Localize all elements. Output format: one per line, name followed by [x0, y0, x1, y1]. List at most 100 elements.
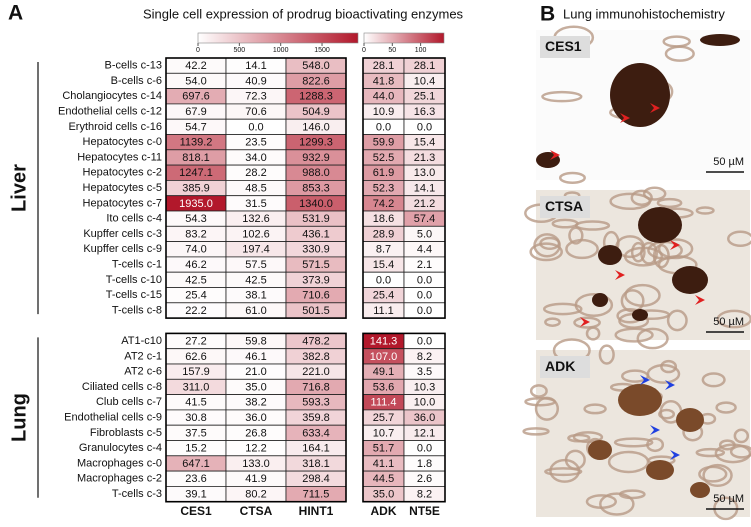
- row-label: AT2 c-6: [124, 366, 162, 378]
- cell-value: 10.0: [414, 397, 435, 409]
- arrowhead: [650, 103, 660, 113]
- cell-value: 10.7: [373, 427, 394, 439]
- chart-title: Single cell expression of prodrug bioact…: [143, 6, 464, 21]
- cell-value: 10.3: [414, 381, 435, 393]
- row-label: Club cells c-7: [96, 396, 162, 408]
- column-label: NT5E: [409, 504, 440, 518]
- cell-value: 436.1: [302, 228, 330, 240]
- cell-value: 11.1: [373, 305, 394, 317]
- row-label: Ciliated cells c-8: [82, 381, 162, 393]
- cell-value: 28.1: [414, 60, 435, 72]
- row-label: B-cells c-6: [111, 75, 162, 87]
- cell-value: 21.3: [414, 152, 435, 164]
- scale-label: 50 µM: [713, 156, 744, 168]
- cell-value: 633.4: [302, 427, 330, 439]
- stained-cells: [592, 293, 608, 307]
- cell-value: 8.2: [417, 351, 432, 363]
- image-label-box: [540, 356, 590, 378]
- cell-value: 3.5: [417, 366, 432, 378]
- tissue: [715, 401, 737, 414]
- row-label: T-cells c-15: [106, 289, 162, 301]
- cell-value: 26.8: [245, 427, 266, 439]
- cell-value: 0.0: [417, 274, 432, 286]
- cell-value: 197.4: [242, 244, 270, 256]
- table-border: [165, 332, 347, 503]
- tissue: [657, 238, 694, 260]
- cell-value: 59.8: [245, 335, 266, 347]
- row-label: Kupffer cells c-9: [83, 243, 162, 255]
- group-label: Liver: [8, 164, 30, 212]
- row-label: Hepatocytes c-0: [83, 136, 162, 148]
- tissue: [646, 364, 681, 384]
- cell-value: 1.8: [417, 458, 432, 470]
- stained-cells: [632, 309, 648, 321]
- colorbar-tick-label: 100: [415, 47, 427, 54]
- cell-value: 40.9: [245, 75, 266, 87]
- tissue: [573, 316, 601, 329]
- cell-value: 0.0: [376, 274, 391, 286]
- colorbar-tick-label: 1500: [314, 47, 330, 54]
- cell-value: 21.0: [245, 366, 266, 378]
- tissue: [572, 431, 604, 444]
- cell-value: 42.5: [185, 274, 206, 286]
- cell-value: 16.3: [414, 106, 435, 118]
- tissue: [542, 302, 583, 316]
- cell-value: 102.6: [242, 228, 270, 240]
- cell-value: 15.4: [414, 137, 435, 149]
- cell-value: 711.5: [303, 488, 330, 500]
- cell-value: 46.1: [245, 351, 266, 363]
- row-label: Fibroblasts c-5: [90, 427, 162, 439]
- cell-value: 54.3: [185, 213, 206, 225]
- tissue: [630, 189, 653, 206]
- tissue: [666, 309, 688, 332]
- cell-value: 44.5: [373, 473, 394, 485]
- cell-value: 57.4: [414, 213, 435, 225]
- cell-value: 385.9: [182, 182, 210, 194]
- cell-value: 157.9: [182, 366, 210, 378]
- cell-value: 31.5: [245, 198, 266, 210]
- row-label: Macrophages c-0: [77, 457, 162, 469]
- tissue: [658, 408, 676, 420]
- cell-value: 49.1: [373, 366, 394, 378]
- scale-label: 50 µM: [713, 493, 744, 505]
- cell-value: 0.0: [417, 121, 432, 133]
- stained-cells: [672, 266, 708, 294]
- cell-value: 12.2: [245, 443, 266, 455]
- stained-cells: [610, 63, 670, 127]
- stained-cells: [588, 440, 612, 460]
- row-label: Hepatocytes c-5: [83, 182, 162, 194]
- cell-value: 5.0: [417, 228, 432, 240]
- arrowhead: [640, 375, 650, 385]
- arrowhead: [670, 450, 680, 460]
- tissue: [618, 489, 646, 500]
- stained-cells: [638, 207, 682, 243]
- row-label: T-cells c-10: [106, 274, 162, 286]
- tissue: [544, 317, 561, 327]
- row-label: Erythroid cells c-16: [68, 121, 162, 133]
- cell-value: 382.8: [302, 351, 330, 363]
- cell-value: 818.1: [182, 152, 210, 164]
- tissue: [640, 241, 658, 265]
- row-label: Granulocytes c-4: [79, 442, 162, 454]
- cell-value: 311.0: [183, 381, 210, 393]
- colorbar-tick-label: 0: [196, 47, 200, 54]
- tissue: [624, 283, 661, 307]
- cell-value: 39.1: [185, 488, 206, 500]
- cell-value: 44.0: [373, 91, 394, 103]
- cell-value: 70.6: [245, 106, 266, 118]
- cell-value: 42.5: [245, 274, 266, 286]
- cell-value: 359.8: [302, 412, 330, 424]
- tissue: [533, 233, 561, 258]
- row-label: T-cells c-1: [112, 258, 162, 270]
- colorbar-tick-label: 50: [388, 47, 396, 54]
- tissue: [733, 428, 750, 444]
- cell-value: 853.3: [302, 182, 330, 194]
- tissue: [642, 186, 667, 201]
- cell-value: 46.2: [185, 259, 206, 271]
- tissue: [529, 242, 563, 262]
- tissue: [630, 241, 646, 263]
- arrowhead: [580, 317, 590, 327]
- cell-value: 74.2: [373, 198, 394, 210]
- cell-value: 18.6: [373, 213, 394, 225]
- cell-value: 28.1: [373, 60, 394, 72]
